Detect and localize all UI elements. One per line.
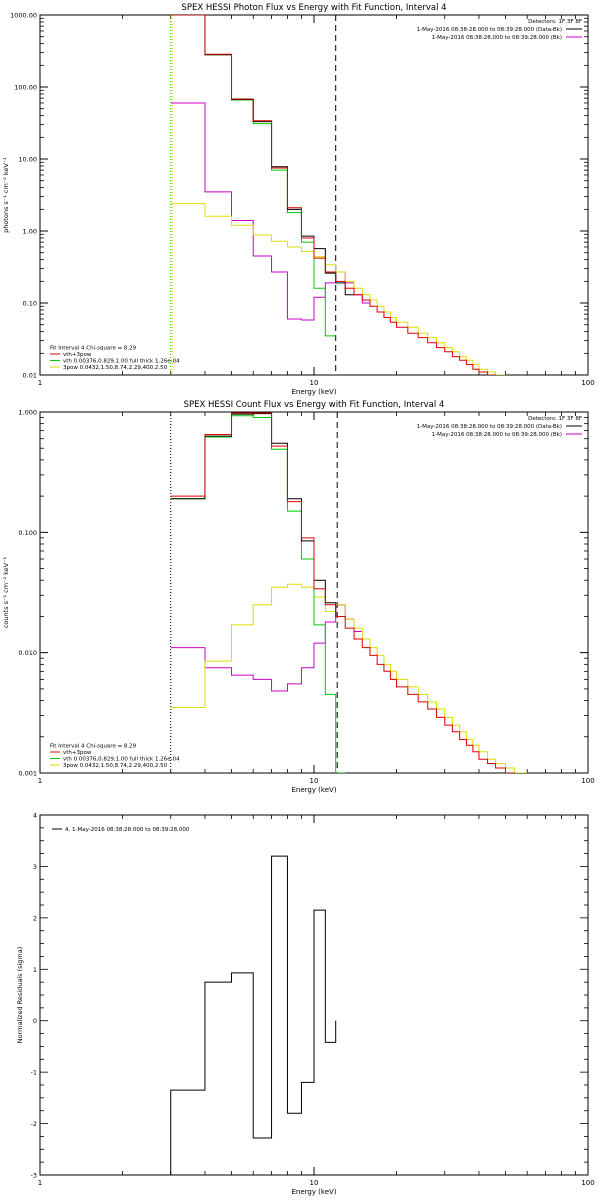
y-tick-label: 1000.00: [10, 12, 37, 20]
chart-title: SPEX HESSI Count Flux vs Energy with Fit…: [184, 400, 445, 410]
x-tick-label: 10: [310, 1179, 319, 1187]
y-axis-label: Normalized Residuals (sigma): [16, 947, 24, 1044]
legend-right-label: 1-May-2016 08:38:28.000 to 08:39:28.000 …: [432, 432, 562, 438]
y-axis-label: counts s⁻¹ cm⁻² keV⁻¹: [2, 556, 10, 628]
x-tick-label: 10: [310, 777, 319, 785]
legend-left-label: 3pow 0.0432,1.50,8.74,2.29,400,2.50: [63, 763, 168, 769]
series-data: [170, 413, 346, 617]
legend-left-label: vth+3pow: [63, 352, 92, 358]
x-tick-label: 1: [38, 1179, 42, 1187]
x-tick-label: 1: [38, 379, 42, 387]
legend-fit-info: Fit Interval 4 Chi-square = 8.29: [50, 346, 137, 352]
y-tick-label: -1: [31, 1069, 37, 1077]
y-tick-label: 100.00: [14, 84, 37, 92]
legend-right-label: 1-May-2016 08:38:28.000 to 08:39:28.000 …: [417, 27, 562, 33]
legend-left-label: 3pow 0.0432,1.50,8.74,2.29,400,2.50: [63, 365, 168, 371]
legend-left-label: vth+3pow: [63, 750, 92, 756]
series-data: [170, 15, 355, 296]
series-bk: [170, 102, 370, 321]
series-pow: [170, 203, 506, 375]
x-axis-label: Energy (keV): [291, 388, 336, 396]
y-tick-label: 10.00: [18, 156, 37, 164]
chart-title: SPEX HESSI Photon Flux vs Energy with Fi…: [181, 3, 446, 13]
legend-detectors: Detectors: 1F 3F 8F: [528, 19, 582, 25]
y-tick-label: -3: [31, 1172, 37, 1180]
series-residuals: [170, 855, 337, 1175]
y-tick-label: 1.00: [23, 228, 37, 236]
x-axis-label: Energy (keV): [291, 1188, 336, 1196]
y-tick-label: 0.010: [18, 649, 37, 657]
legend-fit-info: Fit Interval 4 Chi-square = 8.29: [50, 744, 137, 750]
legend-left-label: vth 0.00376,0.829,1.00 full thick 1.26e-…: [63, 359, 180, 365]
legend-right-label: 1-May-2016 08:38:28.000 to 08:39:28.000 …: [432, 35, 562, 41]
legend-left-label: vth 0.00376,0.829,1.00 full thick 1.26e-…: [63, 757, 180, 763]
y-tick-label: 0.100: [18, 529, 37, 537]
plot-frame: [39, 14, 589, 376]
x-tick-label: 1: [38, 777, 42, 785]
series-vth_3pow: [170, 15, 497, 375]
x-tick-label: 100: [581, 1179, 594, 1187]
y-tick-label: 1: [33, 966, 37, 974]
y-tick-label: 2: [33, 914, 37, 922]
series-vth: [170, 415, 346, 773]
y-tick-label: 3: [33, 863, 37, 871]
x-tick-label: 100: [581, 777, 594, 785]
y-tick-label: 4: [33, 812, 37, 820]
x-axis-label: Energy (keV): [291, 786, 336, 794]
legend-interval-label: 4. 1-May-2016 08:38:28.000 to 08:39:28.0…: [65, 827, 190, 833]
x-tick-label: 100: [581, 379, 594, 387]
y-tick-label: 0.10: [23, 300, 37, 308]
legend-detectors: Detectors: 1F 3F 8F: [528, 416, 582, 422]
legend-right-label: 1-May-2016 08:38:28.000 to 08:39:28.000 …: [417, 424, 562, 430]
series-vth_3pow: [170, 412, 516, 773]
series-bk: [170, 604, 363, 692]
series-pow: [170, 583, 528, 773]
y-tick-label: -2: [31, 1120, 37, 1128]
y-tick-label: 1.000: [18, 409, 37, 417]
series-vth: [170, 15, 336, 337]
y-tick-label: 0.001: [18, 770, 37, 778]
y-axis-label: photons s⁻¹ cm⁻² keV⁻¹: [2, 157, 10, 233]
y-tick-label: 0: [33, 1017, 37, 1025]
y-tick-label: 0.01: [23, 372, 37, 380]
x-tick-label: 10: [310, 379, 319, 387]
